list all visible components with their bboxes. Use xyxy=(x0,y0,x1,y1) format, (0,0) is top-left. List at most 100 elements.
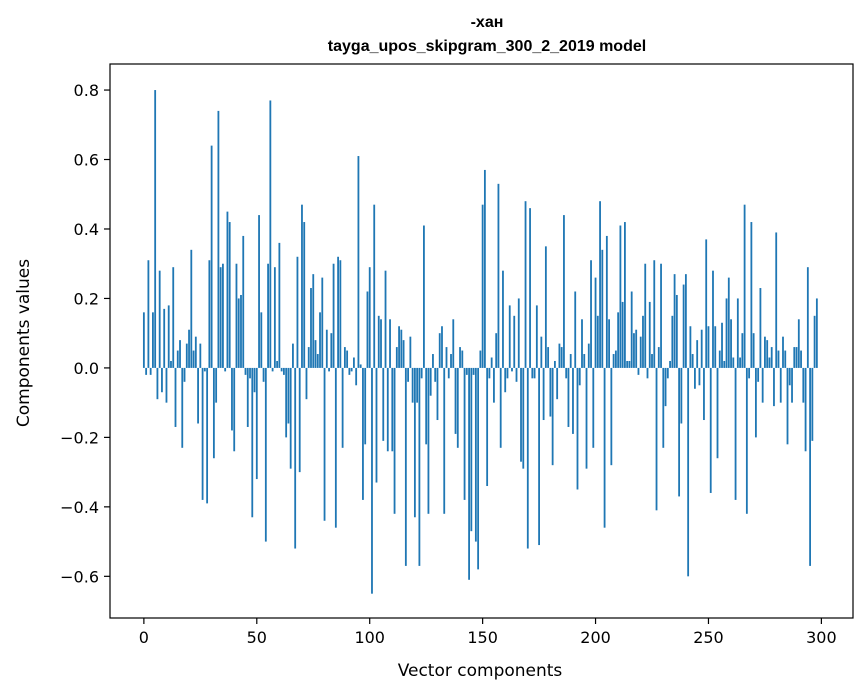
bar xyxy=(470,367,473,532)
bar xyxy=(364,367,367,445)
bar xyxy=(395,347,398,368)
bar xyxy=(748,367,751,379)
y-tick-label: −0.4 xyxy=(60,498,99,517)
bar xyxy=(671,315,674,368)
bar xyxy=(529,208,531,368)
bar xyxy=(215,367,218,403)
bar xyxy=(651,354,653,368)
bar xyxy=(273,267,276,368)
bar xyxy=(736,298,739,368)
bar xyxy=(301,204,303,368)
bar xyxy=(544,246,547,368)
bar xyxy=(402,340,405,368)
bar xyxy=(445,347,448,368)
bar xyxy=(334,367,337,528)
bar xyxy=(325,329,328,368)
bar xyxy=(346,350,349,368)
bar xyxy=(601,249,604,368)
bar xyxy=(452,319,455,368)
bar xyxy=(809,367,811,566)
bar xyxy=(754,367,757,438)
bar xyxy=(768,357,771,368)
bar xyxy=(495,333,498,368)
bar xyxy=(483,169,486,368)
bar xyxy=(488,367,491,379)
bar xyxy=(703,367,705,421)
bar xyxy=(219,267,222,368)
bar xyxy=(389,319,391,368)
y-tick-label: 0.4 xyxy=(74,220,99,239)
bar xyxy=(691,354,694,368)
bar xyxy=(800,350,802,368)
bar xyxy=(639,336,642,368)
bar xyxy=(447,367,450,379)
bar xyxy=(262,367,265,382)
x-axis-label: Vector components xyxy=(398,661,563,681)
x-tick-label: 250 xyxy=(693,628,724,647)
bar xyxy=(409,336,412,368)
bar xyxy=(526,367,529,549)
bar xyxy=(438,333,441,368)
bar xyxy=(142,312,145,368)
bar xyxy=(786,367,789,445)
bar xyxy=(718,350,721,368)
bar xyxy=(669,360,671,368)
bar xyxy=(752,333,755,368)
bar xyxy=(474,367,477,542)
bar xyxy=(253,367,256,393)
bar xyxy=(316,354,319,368)
bar xyxy=(490,357,493,368)
bar xyxy=(657,347,660,368)
y-tick-label: −0.2 xyxy=(60,428,99,447)
bar xyxy=(682,284,685,368)
bar xyxy=(411,367,414,403)
x-tick-label: 50 xyxy=(247,628,267,647)
bar xyxy=(567,367,570,427)
bar xyxy=(687,367,690,577)
x-tick-label: 300 xyxy=(806,628,837,647)
bar xyxy=(560,347,563,368)
bar xyxy=(222,263,224,368)
bar xyxy=(721,322,723,368)
bar xyxy=(700,329,703,368)
bar xyxy=(413,367,416,518)
bar xyxy=(766,340,769,368)
bar xyxy=(432,354,434,368)
bar xyxy=(581,319,583,368)
bar xyxy=(653,260,656,368)
bar xyxy=(404,367,407,566)
y-tick-label: 0.8 xyxy=(74,81,99,100)
bar xyxy=(165,367,168,403)
bar xyxy=(152,312,154,368)
bar xyxy=(508,305,511,368)
bar xyxy=(684,274,687,368)
bar xyxy=(371,367,373,594)
bar xyxy=(741,333,744,368)
bar xyxy=(547,347,550,368)
x-tick-label: 0 xyxy=(139,628,149,647)
bar xyxy=(535,305,538,368)
x-axis-ticks: 0 50 100 150 200 250 300 xyxy=(139,618,837,647)
bar xyxy=(637,367,640,375)
bar xyxy=(292,343,294,368)
bar xyxy=(154,90,157,368)
bar xyxy=(515,367,518,382)
plot-frame xyxy=(109,63,854,619)
bar xyxy=(506,367,509,379)
bar xyxy=(163,308,166,368)
bar xyxy=(264,367,267,542)
bar xyxy=(170,360,172,368)
chart-subtitle: tayga_upos_skipgram_300_2_2019 model xyxy=(328,38,646,55)
bar xyxy=(339,260,342,368)
bar xyxy=(233,367,236,452)
bar xyxy=(341,367,344,448)
bar xyxy=(362,367,364,500)
bar xyxy=(472,367,475,375)
bar xyxy=(745,367,748,514)
bar xyxy=(499,367,502,448)
bar xyxy=(619,225,622,368)
bar xyxy=(486,367,489,487)
bar xyxy=(572,367,574,434)
bar xyxy=(626,360,629,368)
